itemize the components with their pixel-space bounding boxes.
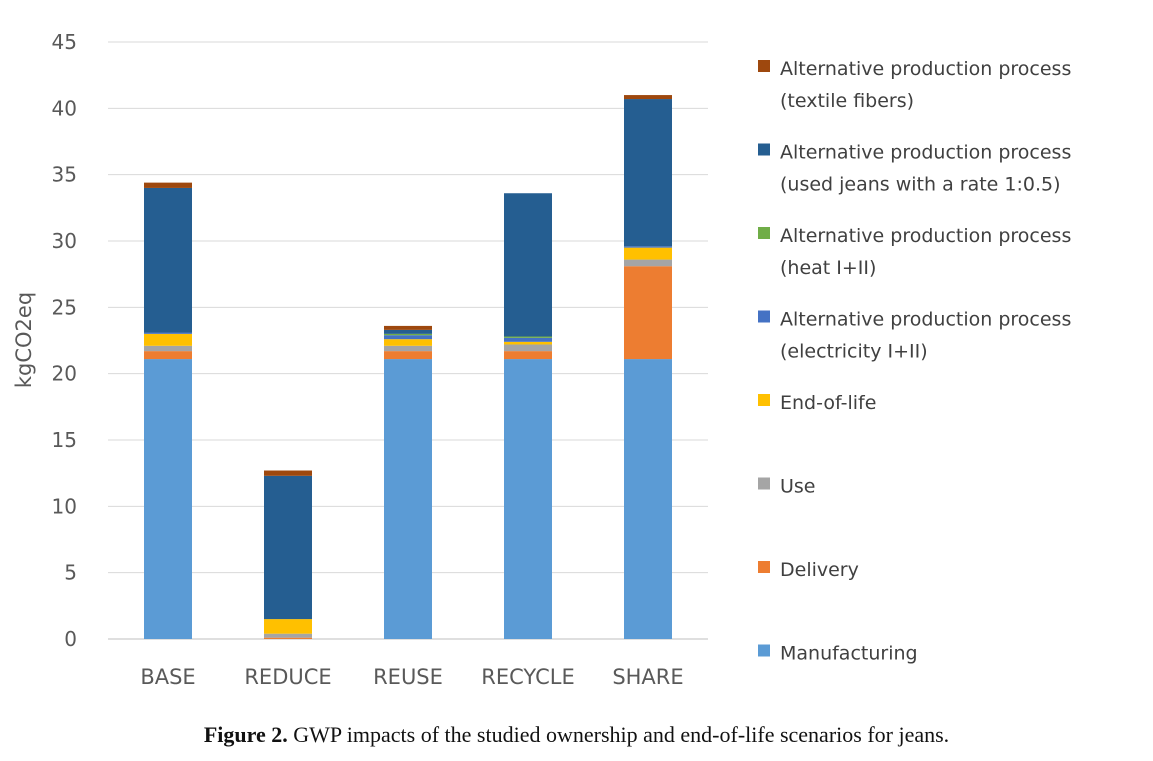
y-axis-label: kgCO2eq xyxy=(12,292,36,388)
legend-label: (heat I+II) xyxy=(780,257,876,279)
y-tick-label: 25 xyxy=(52,295,77,319)
figure-caption-label: Figure 2. xyxy=(203,722,288,747)
bar-segment xyxy=(384,329,432,334)
bar-segment xyxy=(624,247,672,260)
bar-segment xyxy=(144,351,192,360)
legend-swatch xyxy=(758,394,770,406)
stacked-bar-chart: 0 5 10 15 20 25 30 35 40 45 kgCO2eq BASE REDUCE REU… xyxy=(12,30,1071,689)
x-tick-label: REUSE xyxy=(373,665,443,689)
legend-label: Manufacturing xyxy=(780,643,918,665)
legend-label: End-of-life xyxy=(780,392,876,414)
bar-segment xyxy=(384,339,432,346)
bar-segment xyxy=(504,337,552,342)
bar-segment xyxy=(144,187,192,333)
bar-segment xyxy=(264,619,312,634)
bar-segment xyxy=(384,351,432,360)
bar-segment xyxy=(144,345,192,352)
bar-segment xyxy=(624,99,672,247)
x-tick-label: REDUCE xyxy=(244,665,331,689)
legend-label: Alternative production process xyxy=(780,309,1071,331)
y-tick-label: 10 xyxy=(52,494,77,518)
y-tick-label: 30 xyxy=(52,229,77,253)
bar-segment xyxy=(384,335,432,340)
y-tick-label: 45 xyxy=(52,30,77,54)
x-tick-label: BASE xyxy=(140,665,195,689)
y-tick-label: 5 xyxy=(64,561,77,585)
legend-label: Alternative production process xyxy=(780,142,1071,164)
bar-segment xyxy=(504,351,552,360)
bar-segment xyxy=(504,336,552,338)
x-tick-label: SHARE xyxy=(612,665,683,689)
bar-segment xyxy=(264,637,312,639)
legend-label: (electricity I+II) xyxy=(780,341,928,363)
figure-caption-text: GWP impacts of the studied ownership and… xyxy=(287,722,950,747)
bar-segment xyxy=(624,359,672,639)
legend-label: Use xyxy=(780,476,816,498)
bar-segment xyxy=(504,341,552,345)
y-tick-label: 35 xyxy=(52,163,77,187)
legend-label: (textile fibers) xyxy=(780,90,914,112)
legend-swatch xyxy=(758,644,770,657)
bar-segment xyxy=(504,193,552,337)
bar-segment xyxy=(384,359,432,639)
bars xyxy=(144,95,672,639)
figure-caption: Figure 2. GWP impacts of the studied own… xyxy=(0,722,1153,748)
legend-label: Alternative production process xyxy=(780,58,1071,80)
bar-segment xyxy=(144,333,192,346)
y-tick-label: 15 xyxy=(52,428,77,452)
y-axis-ticks: 0 5 10 15 20 25 30 35 40 45 xyxy=(52,30,77,651)
legend-label: (used jeans with a rate 1:0.5) xyxy=(780,174,1061,196)
bar-segment xyxy=(264,633,312,638)
legend-swatch xyxy=(758,227,770,239)
bar-segment xyxy=(144,332,192,334)
bar-segment xyxy=(504,359,552,639)
legend-swatch xyxy=(758,310,770,323)
bar-segment xyxy=(384,345,432,352)
legend-label: Delivery xyxy=(780,559,859,581)
x-tick-label: RECYCLE xyxy=(481,665,574,689)
y-tick-label: 40 xyxy=(52,96,77,120)
bar-segment xyxy=(624,266,672,360)
bar-segment xyxy=(384,333,432,336)
bar-segment xyxy=(144,182,192,188)
bar-segment xyxy=(504,344,552,352)
legend-swatch xyxy=(758,60,770,72)
legend: Alternative production process (textile f… xyxy=(758,58,1071,665)
bar-segment xyxy=(384,325,432,330)
bar-segment xyxy=(624,246,672,248)
legend-label: Alternative production process xyxy=(780,225,1071,247)
bar-segment xyxy=(264,475,312,620)
bar-segment xyxy=(624,259,672,267)
bar-segment xyxy=(144,359,192,639)
y-tick-label: 0 xyxy=(64,627,77,651)
legend-swatch xyxy=(758,143,770,156)
legend-swatch xyxy=(758,477,770,490)
bar-segment xyxy=(624,95,672,100)
y-tick-label: 20 xyxy=(52,362,77,386)
x-axis-ticks: BASE REDUCE REUSE RECYCLE SHARE xyxy=(140,665,683,689)
legend-swatch xyxy=(758,561,770,573)
bar-segment xyxy=(264,470,312,476)
